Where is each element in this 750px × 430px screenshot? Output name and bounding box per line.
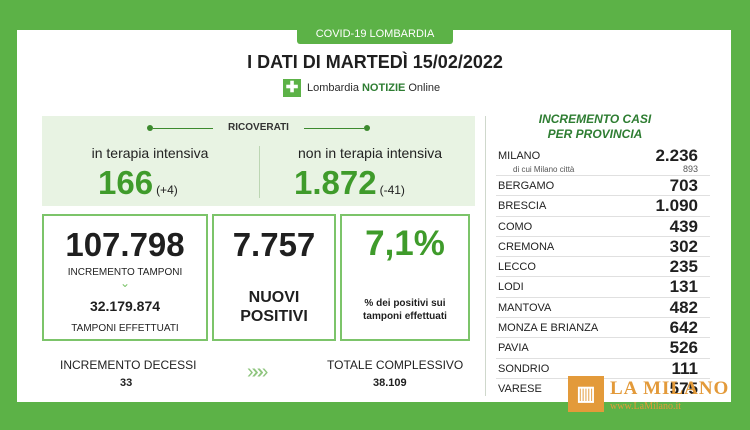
province-title-line2: PER PROVINCIA [547, 127, 643, 141]
province-row: MONZA E BRIANZA 642 [496, 318, 710, 339]
province-name: MILANO [498, 150, 541, 162]
province-value: 111 [671, 358, 699, 378]
province-row: LODI 131 [496, 277, 710, 298]
province-name: SONDRIO [498, 362, 550, 375]
province-row: MANTOVA 482 [496, 297, 710, 319]
percentuale-label-line1: % dei positivi sui [364, 298, 446, 309]
percentuale-box: 7,1% % dei positivi sui tamponi effettua… [340, 214, 470, 341]
totale-complessivo-value: 38.109 [373, 377, 407, 389]
province-value: 575 [669, 378, 698, 398]
brand-text-notizie: NOTIZIE [361, 82, 406, 94]
province-row: CREMONA 302 [496, 236, 710, 258]
province-value: 235 [669, 257, 698, 277]
province-divider [485, 116, 486, 396]
non-intensiva-delta: (-41) [379, 183, 405, 197]
brand-logo: ✚ Lombardia NOTIZIE Online [283, 77, 440, 99]
province-title-line1: INCREMENTO CASI [538, 112, 652, 126]
tamponi-box: 107.798 INCREMENTO TAMPONI ⌄ 32.179.874 … [42, 214, 208, 341]
header-tag: COVID-19 LOMBARDIA [297, 24, 453, 44]
province-value: 703 [669, 176, 698, 195]
brand-cross-icon: ✚ [283, 79, 301, 97]
province-name: MONZA E BRIANZA [498, 322, 599, 335]
province-value: 131 [669, 277, 698, 297]
province-name: COMO [498, 220, 533, 233]
ricoverati-panel: RICOVERATI in terapia intensiva 166 (+4) … [42, 116, 475, 206]
province-name: BRESCIA [498, 200, 547, 213]
province-name: PAVIA [498, 342, 529, 355]
ricoverati-divider [259, 146, 260, 198]
milano-citta-value: 893 [682, 164, 698, 174]
province-row: BERGAMO 703 [496, 176, 710, 197]
watermark: ▥ LA MILANO www.LaMilano.it [566, 372, 750, 430]
province-row: COMO 439 [496, 217, 710, 237]
brand-text-online: Online [408, 82, 441, 94]
watermark-text: LA MILANO [610, 378, 730, 399]
ricoverati-dot-right [364, 125, 370, 131]
incremento-tamponi-label: INCREMENTO TAMPONI [67, 267, 183, 278]
page-title: I DATI DI MARTEDÌ 15/02/2022 [247, 52, 503, 72]
ricoverati-dot-left [147, 125, 153, 131]
percentuale-value: 7,1% [365, 224, 445, 263]
province-list: MILANO 2.236 di cui Milano città 893 BER… [496, 146, 710, 398]
province-name: LODI [498, 281, 524, 294]
non-intensiva-label: non in terapia intensiva [298, 145, 442, 161]
intensiva-label: in terapia intensiva [91, 145, 209, 161]
province-value: 642 [669, 318, 698, 338]
intensiva-value: 166 [98, 164, 154, 201]
province-value: 482 [669, 297, 698, 317]
ricoverati-heading: RICOVERATI [228, 122, 289, 133]
ricoverati-line-left [153, 128, 213, 129]
province-value: 1.090 [655, 196, 698, 216]
tamponi-effettuati-value: 32.179.874 [89, 298, 161, 314]
province-name: BERGAMO [498, 180, 555, 192]
chevron-down-icon: ⌄ [119, 276, 131, 290]
ricoverati-line-right [304, 128, 364, 129]
totale-complessivo-label: TOTALE COMPLESSIVO [327, 358, 464, 372]
incremento-decessi-label: INCREMENTO DECESSI [60, 358, 197, 372]
nuovi-label: NUOVI [248, 289, 300, 306]
intensiva-delta: (+4) [156, 183, 178, 197]
province-name: VARESE [498, 382, 542, 395]
province-value: 439 [669, 216, 698, 236]
brand-text-lombardia: Lombardia [307, 82, 359, 94]
watermark-url: www.LaMilano.it [610, 401, 682, 412]
tamponi-effettuati-label: TAMPONI EFFETTUATI [71, 323, 179, 334]
non-intensiva-value: 1.872 [294, 164, 377, 201]
province-title: INCREMENTO CASI PER PROVINCIA [520, 112, 670, 142]
province-value: 526 [669, 338, 698, 358]
province-row-milano: MILANO 2.236 di cui Milano città 893 [496, 146, 710, 176]
province-name: LECCO [498, 261, 536, 274]
non-intensiva-value-group: 1.872 (-41) [294, 164, 405, 202]
nuovi-positivi-value: 7.757 [232, 226, 316, 263]
arrows-right-icon: »»» [247, 361, 269, 383]
province-row: BRESCIA 1.090 [496, 196, 710, 217]
province-name: CREMONA [498, 240, 555, 253]
decessi-row: INCREMENTO DECESSI 33 »»» TOTALE COMPLES… [42, 352, 475, 396]
incremento-decessi-value: 33 [120, 377, 133, 389]
province-row: VARESE 575 [496, 379, 710, 398]
milano-citta-label: di cui Milano città [513, 165, 575, 174]
percentuale-label-line2: tamponi effettuati [363, 311, 447, 322]
province-row: LECCO 235 [496, 257, 710, 278]
province-row: PAVIA 526 [496, 338, 710, 359]
watermark-logo-icon: ▥ [568, 376, 604, 412]
incremento-tamponi-value: 107.798 [65, 226, 185, 263]
positivi-box: 7.757 NUOVI POSITIVI [212, 214, 336, 341]
positivi-label: POSITIVI [240, 308, 308, 325]
intensiva-value-group: 166 (+4) [98, 164, 178, 202]
province-value: 302 [669, 236, 698, 256]
province-name: MANTOVA [498, 301, 552, 314]
province-value: 2.236 [655, 146, 698, 165]
